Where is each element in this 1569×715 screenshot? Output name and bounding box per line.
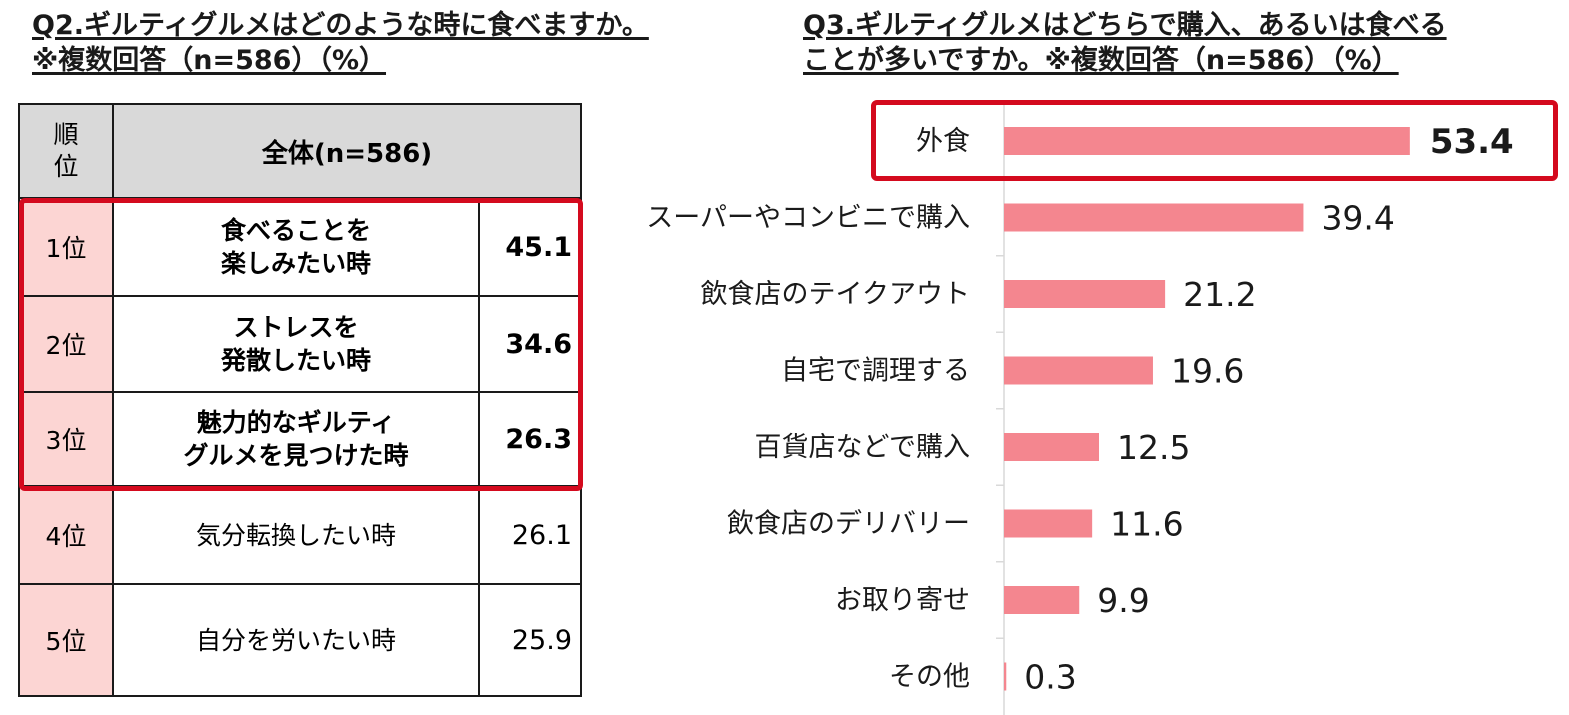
rank-cell: 3位: [18, 391, 114, 487]
q3-title-line1: Q3.ギルティグルメはどちらで購入、あるいは食べる: [803, 10, 1447, 41]
table-row: 5位 自分を労いたい時 25.9: [18, 583, 582, 697]
header-rank-line2: 位: [53, 152, 79, 181]
header-rank-line1: 順: [53, 120, 79, 149]
q2-title-line1: Q2.ギルティグルメはどのような時に食べますか。: [32, 10, 649, 41]
label-line: 魅力的なギルティ: [196, 408, 396, 437]
bar: [1004, 662, 1007, 691]
label-cell: 魅力的なギルティ グルメを見つけた時: [112, 391, 480, 487]
bar: [1004, 203, 1304, 232]
q2-title-line2: ※複数回答（n=586）（%）: [32, 45, 387, 76]
label-line: ストレスを: [233, 313, 359, 342]
category-label: 飲食店のテイクアウト: [701, 279, 970, 310]
table-row: 1位 食べることを 楽しみたい時 45.1: [18, 197, 582, 297]
value-cell: 26.1: [478, 485, 582, 585]
value-label: 19.6: [1171, 352, 1244, 391]
bar: [1004, 433, 1099, 461]
value-label: 12.5: [1117, 428, 1190, 467]
value-cell: 34.6: [478, 295, 582, 393]
category-label: その他: [889, 662, 970, 693]
category-label: 自宅で調理する: [781, 356, 970, 387]
category-label: 飲食店のデリバリー: [727, 509, 970, 540]
table-row: 3位 魅力的なギルティ グルメを見つけた時 26.3: [18, 391, 582, 487]
label-cell: ストレスを 発散したい時: [112, 295, 480, 393]
label-cell: 食べることを 楽しみたい時: [112, 197, 480, 297]
value-label: 53.4: [1430, 122, 1514, 162]
value-label: 39.4: [1321, 199, 1394, 238]
rank-cell: 5位: [18, 583, 114, 697]
rank-cell: 1位: [18, 197, 114, 297]
table-row: 4位 気分転換したい時 26.1: [18, 485, 582, 585]
value-cell: 26.3: [478, 391, 582, 487]
table-row: 2位 ストレスを 発散したい時 34.6: [18, 295, 582, 393]
ranking-table: 順 位 全体(n=586) 1位 食べることを 楽しみたい時 45.1 2位 ス…: [18, 103, 582, 697]
value-label: 9.9: [1097, 581, 1149, 620]
bar: [1004, 586, 1080, 614]
q2-title: Q2.ギルティグルメはどのような時に食べますか。 ※複数回答（n=586）（%）: [32, 8, 772, 78]
label-cell: 気分転換したい時: [112, 485, 480, 585]
rank-cell: 4位: [18, 485, 114, 585]
header-all: 全体(n=586): [112, 103, 582, 199]
category-label: スーパーやコンビニで購入: [646, 203, 970, 234]
label-line: 気分転換したい時: [195, 520, 396, 550]
q3-title-line2: ことが多いですか。※複数回答（n=586）（%）: [803, 45, 1399, 76]
bar: [1004, 356, 1153, 385]
label-cell: 自分を労いたい時: [112, 583, 480, 697]
bar: [1004, 509, 1093, 538]
value-label: 11.6: [1110, 505, 1183, 544]
label-line: グルメを見つけた時: [183, 441, 409, 470]
q3-bar-chart: 外食 53.4 スーパーやコンビニで購入 39.4 飲食店のテイクアウト 21.2 自宅で調…: [646, 100, 1514, 715]
label-line: 楽しみたい時: [220, 249, 371, 278]
rank-cell: 2位: [18, 295, 114, 393]
category-label: お取り寄せ: [835, 585, 970, 616]
label-line: 食べることを: [220, 216, 371, 245]
value-cell: 45.1: [478, 197, 582, 297]
label-line: 発散したい時: [220, 346, 371, 375]
value-label: 21.2: [1183, 275, 1256, 314]
label-line: 自分を労いたい時: [195, 625, 396, 655]
q3-title: Q3.ギルティグルメはどちらで購入、あるいは食べる ことが多いですか。※複数回答…: [803, 8, 1563, 78]
category-label: 外食: [916, 126, 970, 157]
bar: [1004, 127, 1410, 155]
bar: [1004, 280, 1166, 308]
table-header-row: 順 位 全体(n=586): [18, 103, 582, 199]
value-cell: 25.9: [478, 583, 582, 697]
category-label: 百貨店などで購入: [755, 432, 970, 463]
value-label: 0.3: [1024, 658, 1076, 697]
header-rank: 順 位: [18, 103, 114, 199]
